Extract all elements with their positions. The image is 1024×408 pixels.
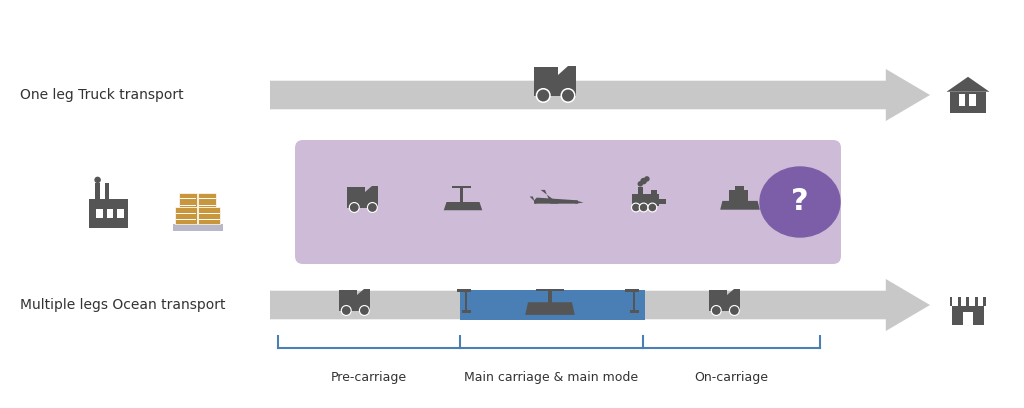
Circle shape	[341, 306, 351, 315]
Circle shape	[729, 306, 739, 315]
Bar	[709, 290, 727, 310]
Bar	[552, 288, 564, 290]
Bar	[950, 92, 986, 113]
Bar	[537, 288, 548, 290]
Bar	[534, 67, 558, 95]
Circle shape	[368, 202, 378, 213]
Text: One leg Truck transport: One leg Truck transport	[20, 88, 183, 102]
Polygon shape	[529, 197, 537, 204]
Bar	[465, 289, 467, 312]
Bar	[106, 208, 114, 218]
Bar	[638, 186, 642, 195]
Circle shape	[639, 203, 648, 212]
Text: Pre-carriage: Pre-carriage	[331, 372, 408, 384]
Bar	[175, 207, 197, 224]
Circle shape	[644, 176, 649, 182]
Bar	[963, 311, 973, 324]
Bar	[558, 75, 577, 95]
Circle shape	[94, 177, 100, 183]
Polygon shape	[525, 302, 574, 315]
Bar	[173, 224, 222, 231]
Polygon shape	[946, 77, 989, 92]
Bar	[548, 288, 552, 304]
Polygon shape	[443, 202, 482, 210]
Bar	[88, 199, 128, 228]
Bar	[625, 289, 639, 291]
Bar	[452, 186, 471, 188]
Polygon shape	[270, 69, 930, 121]
Polygon shape	[575, 200, 584, 204]
Bar	[734, 186, 744, 191]
Bar	[950, 297, 986, 306]
Ellipse shape	[760, 167, 840, 237]
Text: ?: ?	[792, 188, 809, 217]
Circle shape	[640, 178, 647, 184]
Bar	[970, 94, 976, 98]
Polygon shape	[270, 279, 930, 331]
Circle shape	[537, 89, 550, 102]
Circle shape	[712, 306, 721, 315]
Text: Main carriage & main mode: Main carriage & main mode	[465, 372, 639, 384]
Bar	[657, 199, 667, 204]
Bar	[95, 182, 99, 200]
Bar	[347, 186, 366, 208]
Bar	[178, 193, 197, 207]
Bar	[961, 297, 966, 306]
Text: On-carriage: On-carriage	[694, 372, 768, 384]
Bar	[104, 182, 110, 200]
Text: Multiple legs Ocean transport: Multiple legs Ocean transport	[20, 298, 225, 312]
Bar	[727, 295, 740, 310]
Bar	[951, 305, 984, 324]
Bar	[630, 310, 639, 313]
Circle shape	[638, 181, 643, 186]
Bar	[952, 297, 957, 306]
Bar	[198, 207, 220, 224]
Circle shape	[349, 202, 359, 213]
Bar	[357, 295, 371, 310]
Bar	[978, 297, 983, 306]
Bar	[632, 194, 659, 206]
Polygon shape	[541, 190, 559, 204]
Circle shape	[648, 203, 656, 212]
Bar	[339, 290, 357, 310]
Polygon shape	[727, 288, 740, 295]
Bar	[650, 190, 657, 195]
Bar	[457, 289, 470, 291]
Bar	[460, 290, 645, 320]
Circle shape	[359, 306, 370, 315]
Bar	[462, 310, 470, 313]
Polygon shape	[720, 201, 760, 210]
Bar	[198, 193, 216, 207]
Polygon shape	[366, 186, 379, 192]
Bar	[117, 208, 124, 218]
Bar	[366, 192, 379, 208]
Bar	[96, 208, 102, 218]
Bar	[970, 96, 976, 106]
FancyBboxPatch shape	[295, 140, 841, 264]
Bar	[729, 190, 749, 202]
Bar	[970, 297, 975, 306]
Bar	[958, 94, 966, 98]
Bar	[633, 289, 635, 312]
Polygon shape	[357, 288, 371, 295]
Polygon shape	[534, 197, 578, 204]
Polygon shape	[558, 66, 577, 75]
Bar	[958, 96, 966, 106]
Circle shape	[632, 203, 640, 212]
Bar	[460, 186, 463, 202]
Circle shape	[561, 89, 574, 102]
